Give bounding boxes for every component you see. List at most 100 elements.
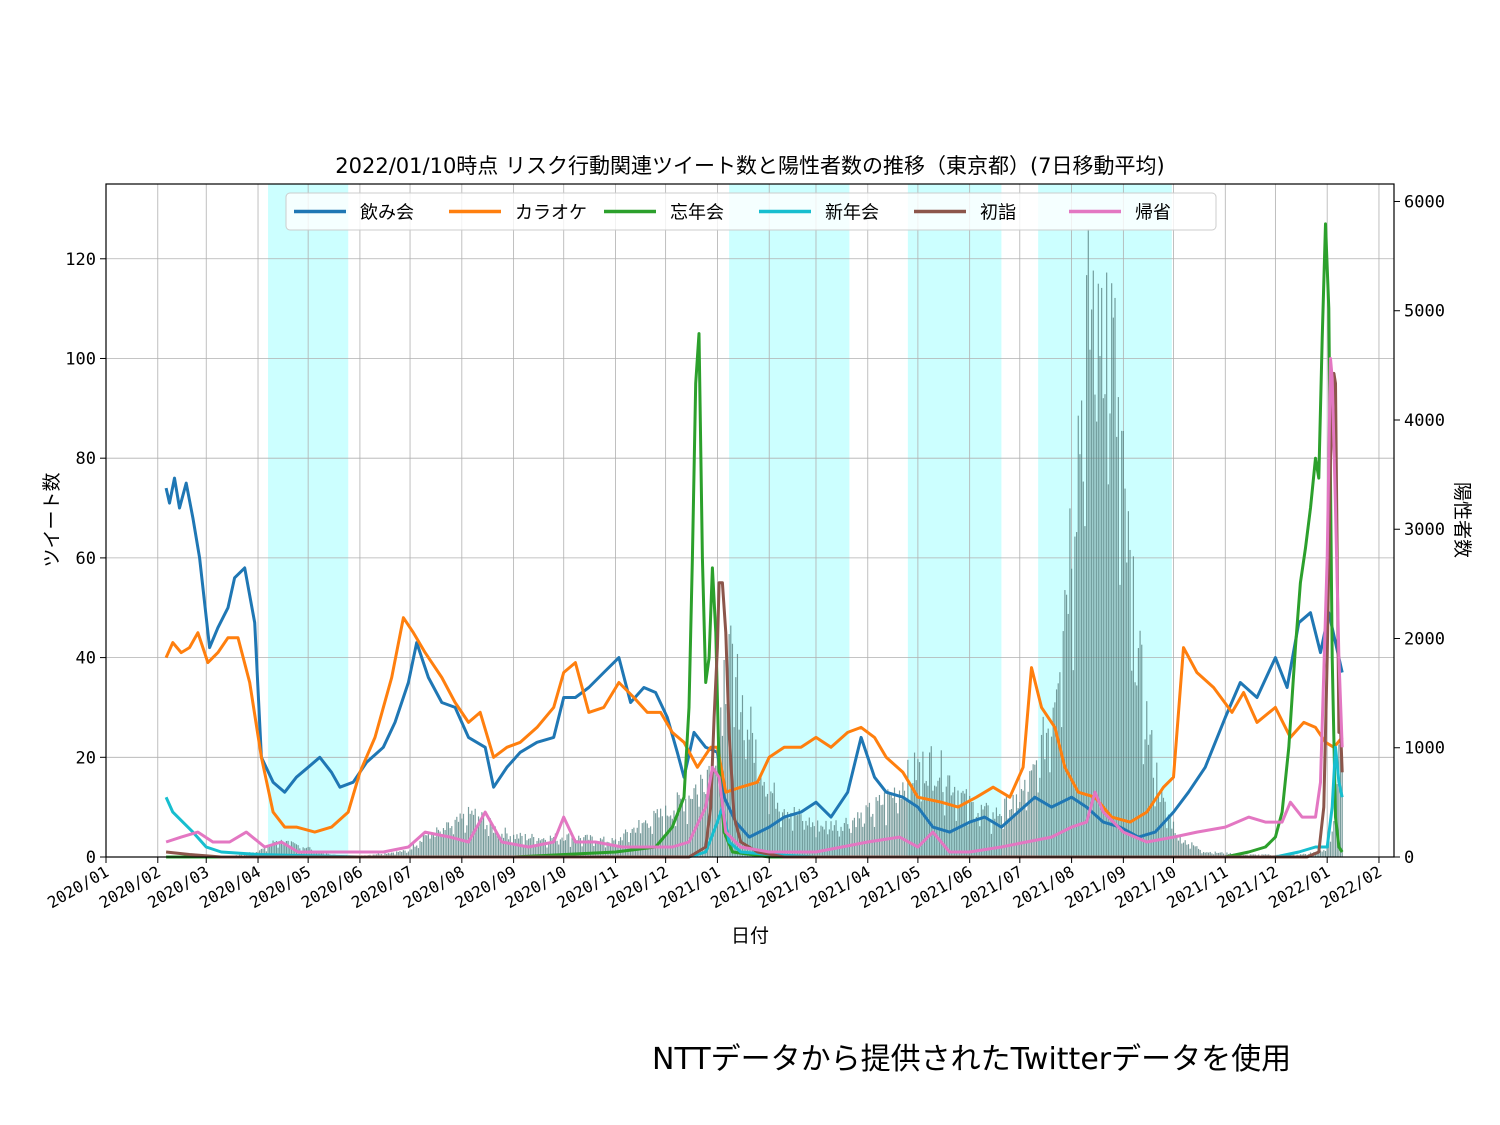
positives-bar <box>1321 851 1323 857</box>
positives-bar <box>574 838 577 857</box>
positives-bar <box>1099 356 1101 857</box>
positives-bar <box>666 815 668 857</box>
positives-bar <box>1206 852 1208 857</box>
positives-bar <box>559 839 561 857</box>
positives-bar <box>972 801 974 857</box>
positives-bar <box>272 840 274 857</box>
positives-bar <box>479 818 481 857</box>
positives-bar <box>1037 792 1039 857</box>
positives-bar <box>1117 397 1119 857</box>
positives-bar <box>1144 739 1146 857</box>
y-tick-label: 80 <box>76 449 96 469</box>
positives-bar <box>1169 815 1171 857</box>
positives-bar <box>1005 796 1008 857</box>
positives-bar <box>1161 787 1163 857</box>
positives-bar <box>1091 309 1093 857</box>
positives-bar <box>776 802 779 857</box>
positives-bar <box>1097 283 1099 858</box>
positives-bar <box>915 780 917 857</box>
positives-bar <box>509 836 511 857</box>
positives-bar <box>857 812 859 857</box>
plot-frame <box>105 183 1395 858</box>
positives-bar <box>693 788 695 857</box>
positives-bar <box>688 795 690 857</box>
positives-bar <box>711 747 713 857</box>
positives-bar <box>691 799 693 857</box>
positives-bar <box>497 833 500 857</box>
positives-bar <box>944 815 946 857</box>
positives-bar <box>499 839 501 857</box>
positives-bar <box>1072 670 1074 857</box>
positives-bar <box>634 832 637 857</box>
positives-bar <box>511 845 513 857</box>
positives-bar <box>1096 421 1098 857</box>
positives-bar <box>506 833 508 857</box>
positives-bar <box>1029 771 1031 857</box>
positives-bar <box>1216 852 1218 857</box>
y-tick-label: 40 <box>76 649 96 669</box>
positives-bar <box>491 824 493 857</box>
positives-bar <box>608 842 610 857</box>
positives-bar <box>434 836 436 857</box>
positives-bar <box>546 847 548 857</box>
positives-bar <box>975 816 977 857</box>
positives-bar <box>1129 549 1131 857</box>
positives-bar <box>935 786 937 857</box>
positives-bar <box>1089 349 1091 857</box>
positives-bar <box>1241 853 1243 857</box>
positives-bar <box>551 838 553 857</box>
positives-bar <box>1141 644 1143 857</box>
y-axis-label: ツイート数 <box>41 472 63 567</box>
positives-bar <box>1004 798 1006 857</box>
positives-bar <box>835 820 837 857</box>
positives-bar <box>1334 804 1337 857</box>
positives-bar <box>1114 297 1116 858</box>
positives-bar <box>665 805 667 857</box>
positives-bar <box>447 822 450 857</box>
positives-bar <box>1162 797 1165 857</box>
positives-bar <box>1112 317 1114 857</box>
legend-label: カラオケ <box>515 203 587 224</box>
positives-bar <box>439 831 441 857</box>
positives-bar <box>594 842 597 857</box>
positives-bar <box>1329 841 1332 857</box>
positives-bar <box>396 851 398 857</box>
positives-bar <box>681 799 683 857</box>
positives-bar <box>1182 842 1185 857</box>
positives-bar <box>1338 744 1340 857</box>
positives-bar <box>761 785 764 857</box>
positives-bar <box>618 841 620 857</box>
positives-bar <box>952 792 954 857</box>
positives-bar <box>1049 772 1051 857</box>
positives-bar <box>638 820 640 857</box>
positives-bar <box>639 833 642 857</box>
positives-bar <box>452 834 455 857</box>
positives-bar <box>833 825 835 857</box>
positives-bar <box>609 843 612 857</box>
positives-bar <box>1054 702 1056 857</box>
x-axis: 2020/012020/022020/032020/042020/052020/… <box>44 857 1385 912</box>
positives-bar <box>1124 488 1126 857</box>
positives-bar <box>922 751 924 857</box>
positives-bar <box>695 784 697 857</box>
positives-bar <box>847 824 849 857</box>
positives-bar <box>648 827 650 857</box>
positives-bar <box>1323 850 1325 857</box>
positives-bar <box>421 841 423 857</box>
positives-bar <box>1076 532 1078 857</box>
legend-label: 初詣 <box>980 203 1016 224</box>
positives-bar <box>262 848 264 857</box>
footer-note: NTTデータから提供されたTwitterデータを使用 <box>652 1042 1292 1077</box>
y2-tick-label: 1000 <box>1404 739 1445 759</box>
positives-bar <box>285 841 288 857</box>
positives-bar <box>760 775 762 857</box>
positives-bar <box>481 812 483 857</box>
positives-bar <box>431 832 433 857</box>
positives-bar <box>566 834 568 857</box>
positives-bar <box>678 794 680 857</box>
positives-bar <box>626 832 628 857</box>
positives-bar <box>775 808 777 857</box>
positives-bar <box>1326 844 1328 857</box>
positives-bar <box>267 846 269 857</box>
positives-bar <box>1034 764 1036 857</box>
